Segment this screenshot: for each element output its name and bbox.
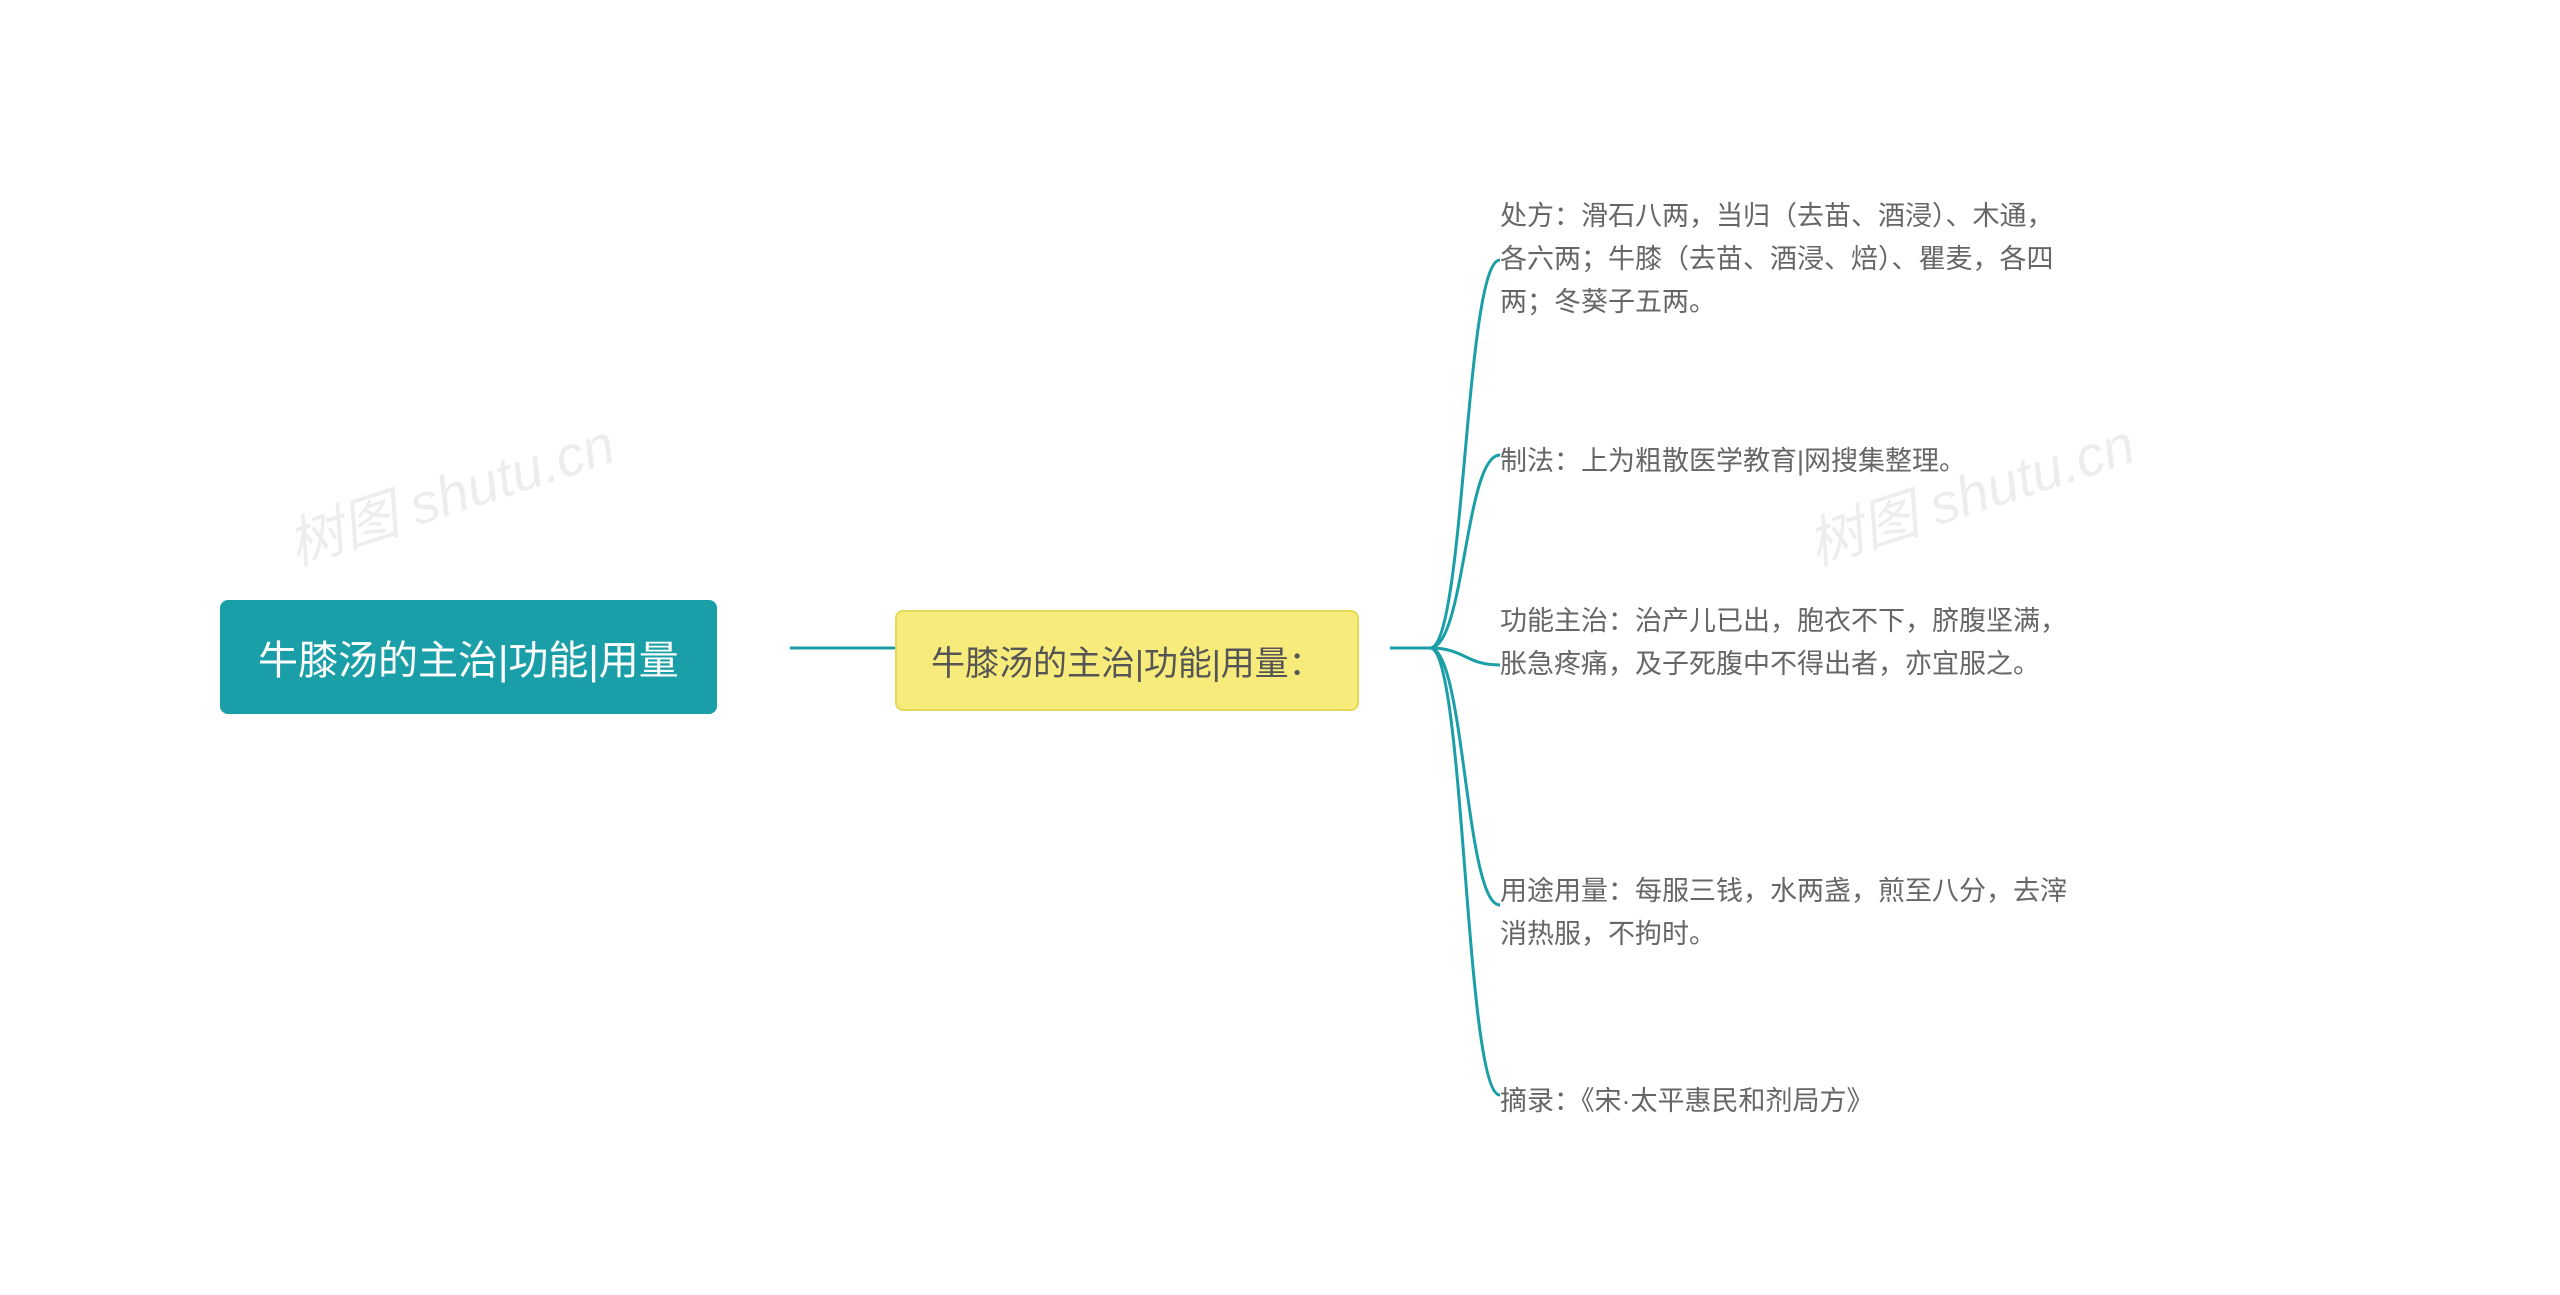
watermark: 树图 shutu.cn: [1796, 400, 2144, 582]
watermark: 树图 shutu.cn: [276, 400, 624, 582]
leaf-node: 制法：上为粗散医学教育|网搜集整理。: [1500, 440, 2075, 483]
leaf-node: 摘录：《宋·太平惠民和剂局方》: [1500, 1080, 2075, 1123]
mindmap-container: 树图 shutu.cn 树图 shutu.cn 牛膝汤的主治|功能|用量 牛膝汤…: [0, 0, 2560, 1295]
leaf-node: 处方：滑石八两，当归（去苗、酒浸）、木通，各六两；牛膝（去苗、酒浸、焙）、瞿麦，…: [1500, 195, 2075, 325]
branch-node: 牛膝汤的主治|功能|用量：: [895, 610, 1359, 711]
leaf-node: 功能主治：治产儿已出，胞衣不下，脐腹坚满，胀急疼痛，及子死腹中不得出者，亦宜服之…: [1500, 600, 2075, 686]
root-node: 牛膝汤的主治|功能|用量: [220, 600, 717, 714]
leaf-node: 用途用量：每服三钱，水两盏，煎至八分，去滓消热服，不拘时。: [1500, 870, 2075, 956]
